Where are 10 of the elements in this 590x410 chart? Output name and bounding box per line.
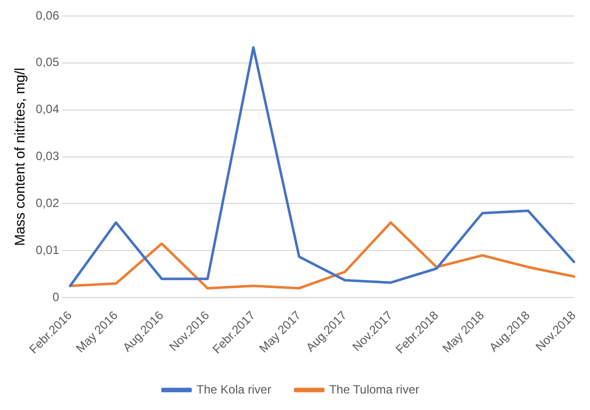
y-tick-label: 0,02 bbox=[36, 196, 60, 210]
y-tick-label: 0 bbox=[52, 290, 60, 304]
y-axis-title: Mass content of nitrites, mg/l bbox=[11, 68, 28, 246]
y-tick-label: 0,01 bbox=[36, 242, 60, 257]
y-tick-label: 0,04 bbox=[36, 102, 60, 116]
y-tick-label: 0,06 bbox=[36, 8, 60, 22]
legend-label: The Tuloma river bbox=[329, 382, 420, 396]
legend-label: The Kola river bbox=[196, 382, 272, 396]
y-tick-label: 0,03 bbox=[36, 149, 60, 164]
y-tick-label: 0,05 bbox=[36, 55, 60, 70]
